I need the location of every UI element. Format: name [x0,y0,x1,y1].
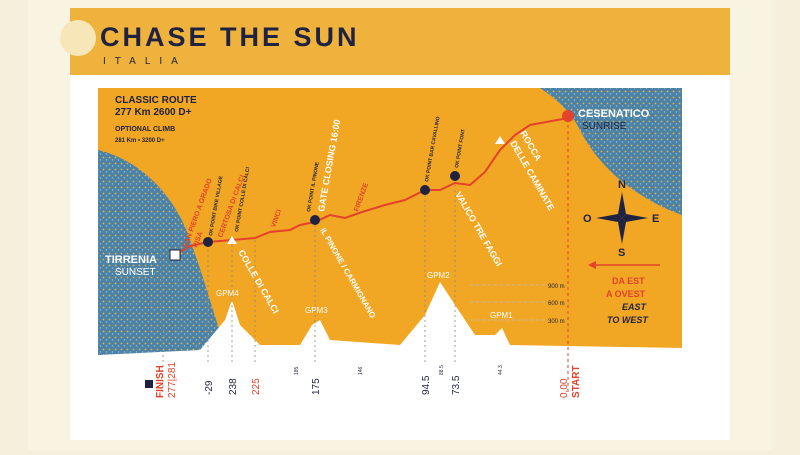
sea-east [540,88,682,215]
title: CHASE THE SUN [100,22,360,52]
compass-n: N [618,179,626,191]
direction-en: TO WEST [607,315,649,325]
km-label: 94.5 [421,375,432,395]
km-label: FINISH [155,365,166,398]
finish-name: TIRRENIA [105,254,157,266]
elevation-profile [98,282,682,400]
direction-it: A OVEST [606,289,646,299]
altitude: 300 m [548,319,565,325]
altitude-lines [470,284,545,321]
km-label: 175 [311,378,322,395]
climb-marker [495,136,505,144]
climb-marker [227,236,237,244]
altitude: 600 m [548,301,565,307]
km-label: 88.5 [439,365,445,375]
gpm: GPM3 [305,306,328,315]
km-label: 238 [228,378,239,395]
km-label: START [571,365,582,398]
ok-point [310,215,320,225]
ok-point [450,171,460,181]
direction-it: DA EST [612,276,645,286]
start-name: CESENATICO [578,108,650,120]
gpm: GPM2 [427,271,450,280]
ok-point [420,185,430,195]
gpm: GPM4 [216,289,239,298]
route-label: CLASSIC ROUTE [115,95,197,106]
header-band [70,8,730,75]
finish-marker [169,249,181,261]
altitude: 900 m [548,284,565,290]
km-label: -29 [204,380,215,395]
subtitle: ITALIA [103,56,187,67]
km-label: 146 [358,366,364,375]
route-stats: 281 Km • 3200 D+ [115,138,165,144]
route-line [174,117,569,256]
compass-s: S [618,247,625,259]
direction-en: EAST [622,302,648,312]
direction-arrow-head [588,261,596,269]
km-label: 277|281 [167,362,178,398]
route-label: OPTIONAL CLIMB [115,126,175,133]
km-label: 225 [251,378,262,395]
compass-w: O [583,213,592,225]
logo [60,20,96,56]
km-lines [162,180,456,395]
finish-flag [145,380,153,388]
km-label: 73.5 [451,375,462,395]
km-label: 0.00 [559,378,570,398]
start-note: SUNRISE [582,121,627,132]
km-label: 44.3 [498,365,504,375]
km-label: 185 [294,366,300,375]
compass [596,192,648,244]
start-marker [562,110,574,122]
sea-west [98,150,228,355]
compass-e: E [652,213,659,225]
route-stats: 277 Km 2600 D+ [115,107,192,118]
ok-point [203,237,213,247]
finish-note: SUNSET [115,267,156,278]
gpm: GPM1 [490,311,513,320]
